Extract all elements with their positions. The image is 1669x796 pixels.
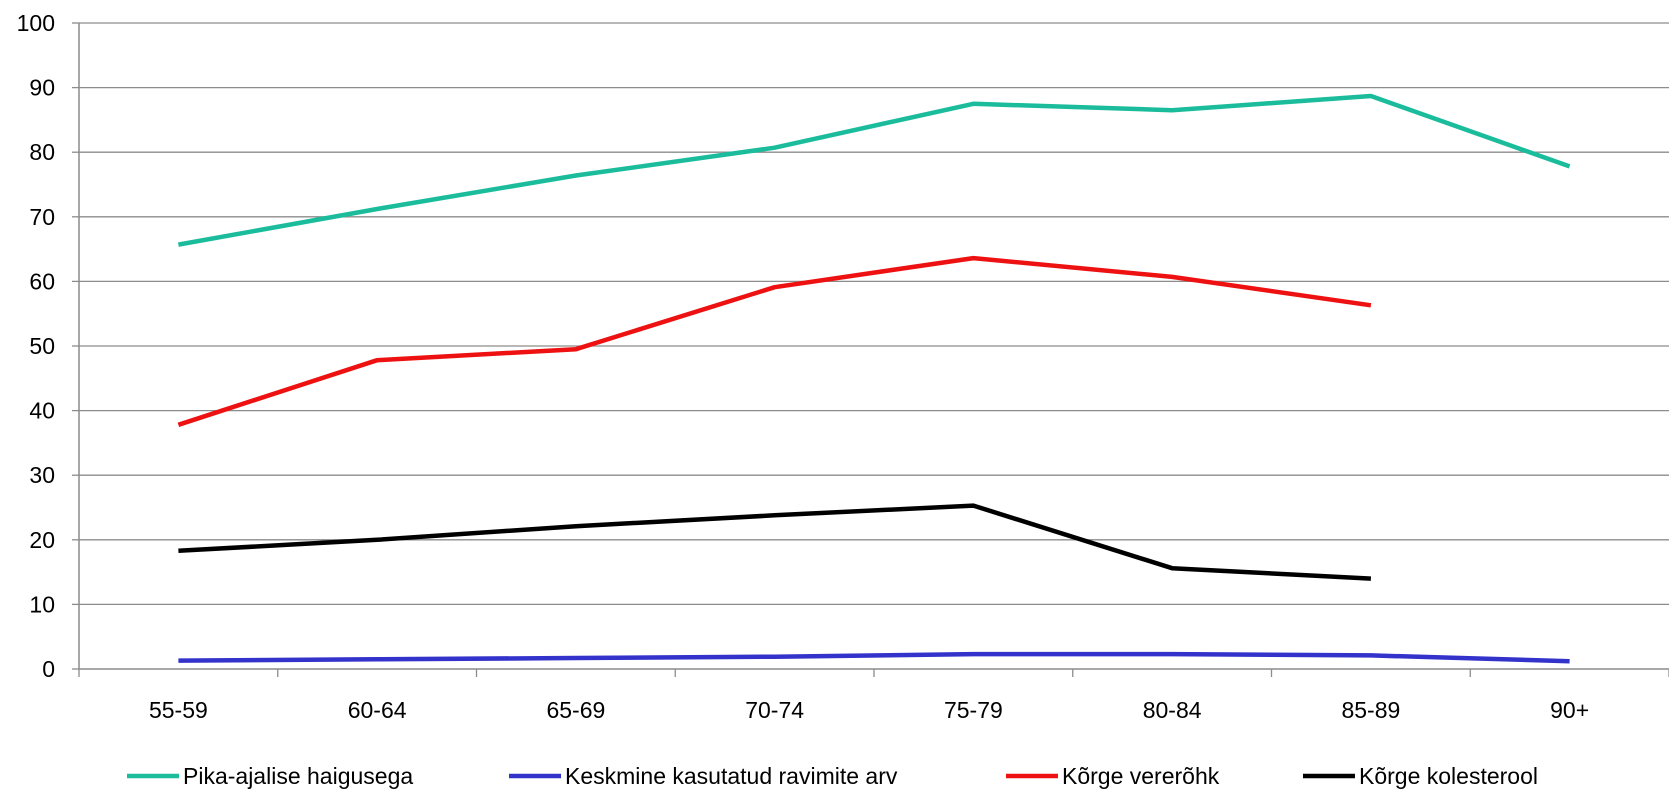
y-tick-label: 90 [29,75,55,101]
legend: Pika-ajalise haigusega Keskmine kasutatud… [127,763,1538,789]
y-tick-label: 20 [29,527,55,553]
series-line-3 [177,255,1372,427]
x-tick-label: 80-84 [1143,697,1202,723]
series-line-4 [178,503,1372,581]
y-tick-label: 0 [42,656,55,682]
y-tick-label: 50 [29,333,55,359]
series-line-1 [178,93,1571,247]
legend-item-4: Kõrge kolesterool [1303,763,1538,789]
legend-label: Keskmine kasutatud ravimite arv [565,763,898,789]
legend-item-1: Pika-ajalise haigusega [127,763,413,789]
y-tick-label: 80 [29,139,55,165]
legend-item-2: Keskmine kasutatud ravimite arv [509,763,898,789]
y-tick-label: 40 [29,398,55,424]
y-tick-label: 60 [29,268,55,294]
axes: 0 10 20 30 40 50 60 70 80 90 100 55-59 60-64 65-69 70-… [17,10,1669,723]
legend-label: Kõrge kolesterool [1359,763,1538,789]
legend-item-3: Kõrge vererõhk [1006,763,1220,789]
x-tick-label: 70-74 [745,697,804,723]
x-tick-label: 65-69 [546,697,605,723]
y-tick-label: 100 [17,10,55,36]
gridlines [79,22,1669,606]
legend-label: Pika-ajalise haigusega [183,763,413,789]
series-lines [177,93,1571,664]
y-tick-label: 30 [29,462,55,488]
y-tick-label: 10 [29,591,55,617]
x-tick-label: 75-79 [944,697,1003,723]
series-line-2 [178,651,1570,664]
x-tick-label: 55-59 [149,697,208,723]
x-tick-label: 90+ [1550,697,1589,723]
x-tick-label: 60-64 [348,697,407,723]
legend-label: Kõrge vererõhk [1062,763,1220,789]
y-tick-label: 70 [29,204,55,230]
x-tick-label: 85-89 [1341,697,1400,723]
